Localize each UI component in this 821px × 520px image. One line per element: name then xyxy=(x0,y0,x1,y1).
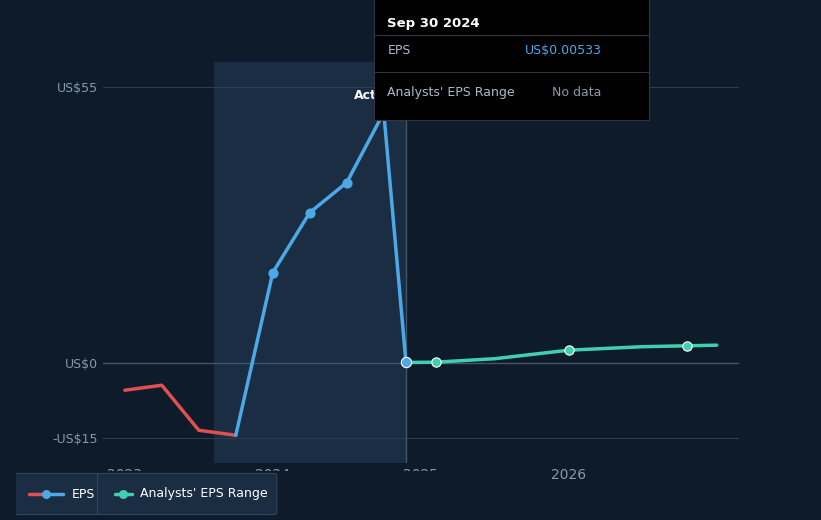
Text: Actual: Actual xyxy=(354,89,398,102)
Text: Analysts' EPS Range: Analysts' EPS Range xyxy=(388,86,515,99)
Point xyxy=(117,490,130,498)
FancyBboxPatch shape xyxy=(98,473,277,515)
Text: Analysts' EPS Range: Analysts' EPS Range xyxy=(140,488,268,500)
Text: Sep 30 2024: Sep 30 2024 xyxy=(388,17,480,30)
Point xyxy=(377,108,390,116)
Point xyxy=(266,268,279,277)
Text: US$0.00533: US$0.00533 xyxy=(525,44,602,57)
Point xyxy=(303,209,316,217)
Point xyxy=(399,358,412,367)
Point xyxy=(562,346,576,354)
Point xyxy=(681,342,694,350)
Text: Analysts Forecasts: Analysts Forecasts xyxy=(420,89,537,102)
Point xyxy=(429,358,443,367)
Bar xyxy=(213,62,406,463)
FancyBboxPatch shape xyxy=(12,473,106,515)
Text: No data: No data xyxy=(553,86,602,99)
Text: EPS: EPS xyxy=(388,44,410,57)
Point xyxy=(340,178,353,187)
Text: EPS: EPS xyxy=(72,488,95,500)
Point xyxy=(39,490,53,498)
